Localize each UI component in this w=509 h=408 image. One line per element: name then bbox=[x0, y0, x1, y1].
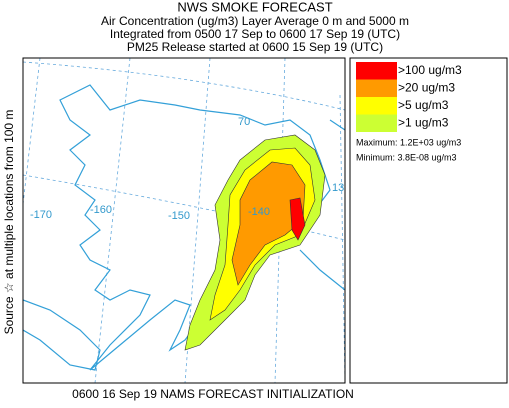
footer: 0600 16 Sep 19 NAMS FORECAST INITIALIZAT… bbox=[72, 387, 354, 401]
side-label: Source ☆ at multiple locations from 100 … bbox=[2, 110, 16, 335]
legend-frame bbox=[349, 57, 508, 384]
legend-label: >20 ug/m3 bbox=[398, 81, 455, 95]
graticule-label: -140 bbox=[248, 206, 270, 218]
coastline bbox=[59, 84, 331, 371]
graticule bbox=[23, 61, 345, 111]
subtitle: PM25 Release started at 0600 15 Sep 19 (… bbox=[127, 40, 383, 54]
graticule-label: 70 bbox=[238, 116, 250, 128]
legend-swatch bbox=[356, 97, 397, 115]
title: NWS SMOKE FORECAST bbox=[177, 0, 332, 14]
subtitle: Integrated from 0500 17 Sep to 0600 17 S… bbox=[110, 27, 400, 41]
legend-swatch bbox=[356, 114, 397, 132]
legend-minimum: Minimum: 3.8E-08 ug/m3 bbox=[356, 152, 457, 162]
map: 70 -170 -160 -150 -140 130 bbox=[22, 57, 350, 384]
smoke-plume bbox=[289, 197, 306, 241]
legend-swatch bbox=[356, 79, 397, 97]
legend-label: >5 ug/m3 bbox=[398, 98, 449, 112]
legend-maximum: Maximum: 1.2E+03 ug/m3 bbox=[356, 137, 461, 147]
graticule-label: 130 bbox=[332, 182, 350, 194]
legend-label: >100 ug/m3 bbox=[398, 63, 462, 77]
graticule-label: -170 bbox=[30, 209, 52, 221]
coastline bbox=[23, 299, 101, 371]
graticule-label: -160 bbox=[90, 204, 112, 216]
coastline bbox=[299, 119, 345, 291]
graticule-label: -150 bbox=[168, 210, 190, 222]
smoke-plume bbox=[231, 161, 306, 286]
legend-label: >1 ug/m3 bbox=[398, 116, 449, 130]
legend: Maximum: 1.2E+03 ug/m3 Minimum: 3.8E-08 … bbox=[349, 57, 508, 384]
legend-swatch bbox=[356, 62, 397, 80]
graticule bbox=[339, 94, 345, 383]
map-frame bbox=[22, 57, 346, 384]
graticule bbox=[94, 58, 131, 383]
subtitle: Air Concentration (ug/m3) Layer Average … bbox=[101, 14, 409, 28]
